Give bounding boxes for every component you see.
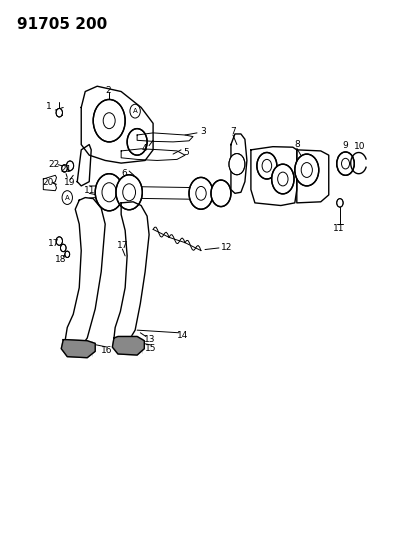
Circle shape	[115, 175, 142, 210]
Text: 17: 17	[116, 241, 128, 250]
Text: 8: 8	[293, 140, 299, 149]
Circle shape	[127, 128, 147, 155]
Circle shape	[60, 244, 66, 252]
Circle shape	[256, 152, 276, 179]
Circle shape	[229, 154, 244, 175]
Text: 91705 200: 91705 200	[17, 17, 107, 33]
Circle shape	[56, 109, 62, 117]
Polygon shape	[114, 202, 149, 345]
Polygon shape	[137, 133, 192, 142]
Polygon shape	[230, 134, 246, 193]
Text: 16: 16	[101, 346, 113, 355]
Circle shape	[294, 154, 318, 186]
Text: 2: 2	[105, 86, 111, 95]
Polygon shape	[65, 198, 105, 351]
Polygon shape	[81, 86, 153, 163]
Polygon shape	[112, 336, 144, 355]
Polygon shape	[250, 147, 296, 206]
Text: 21: 21	[60, 166, 71, 174]
Circle shape	[188, 177, 213, 209]
Text: A: A	[65, 195, 69, 200]
Text: 3: 3	[200, 127, 205, 136]
Text: 5: 5	[182, 148, 188, 157]
Text: 13: 13	[144, 335, 155, 344]
Text: 10: 10	[353, 142, 365, 151]
Text: 6: 6	[121, 169, 126, 178]
Polygon shape	[43, 175, 57, 191]
Circle shape	[56, 237, 62, 245]
Text: 12: 12	[221, 244, 232, 253]
Text: A: A	[132, 108, 137, 114]
Text: 11: 11	[332, 224, 344, 233]
Text: 9: 9	[342, 141, 348, 150]
Text: 22: 22	[49, 160, 60, 169]
Polygon shape	[77, 144, 91, 186]
Polygon shape	[121, 149, 184, 160]
Text: 7: 7	[229, 127, 235, 136]
Text: 17: 17	[48, 239, 60, 248]
Circle shape	[211, 180, 230, 207]
Polygon shape	[296, 150, 328, 203]
Text: 20: 20	[43, 178, 54, 187]
Circle shape	[271, 164, 293, 194]
Text: 14: 14	[177, 331, 188, 340]
Text: 4: 4	[141, 144, 147, 154]
Text: 19: 19	[64, 178, 76, 187]
Circle shape	[95, 174, 123, 211]
Circle shape	[61, 165, 67, 172]
Text: 11: 11	[83, 185, 95, 195]
Circle shape	[66, 161, 73, 171]
Circle shape	[336, 199, 342, 207]
Circle shape	[336, 152, 353, 175]
Text: 18: 18	[55, 255, 66, 264]
Text: 1: 1	[45, 102, 51, 111]
Circle shape	[93, 100, 125, 142]
Circle shape	[65, 251, 69, 257]
Text: 15: 15	[145, 344, 156, 353]
Polygon shape	[61, 340, 95, 358]
